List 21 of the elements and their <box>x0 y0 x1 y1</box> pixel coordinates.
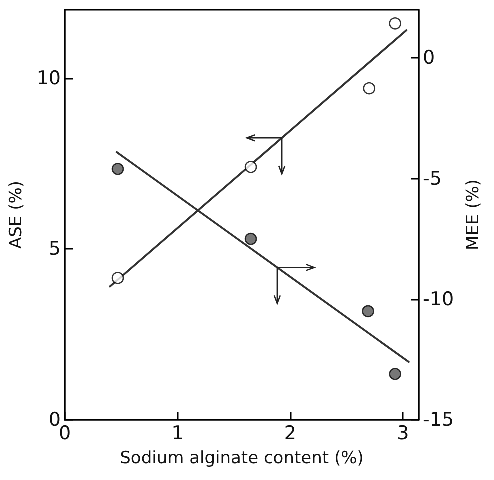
point <box>362 305 374 318</box>
x-tick-label: 1 <box>172 422 184 444</box>
point <box>389 18 402 30</box>
y2-tick-label: -10 <box>423 288 454 310</box>
x-axis-title: Sodium alginate content (%) <box>120 448 364 468</box>
y-tick-label: 0 <box>48 409 61 431</box>
point <box>363 82 376 95</box>
point <box>244 161 258 174</box>
y2-tick-label: -15 <box>423 409 454 431</box>
x-tick-label: 3 <box>397 422 410 444</box>
y2-tick-label: 0 <box>423 47 436 70</box>
point <box>112 163 124 176</box>
point <box>244 232 258 246</box>
y-tick-label: 5 <box>48 238 61 260</box>
y-tick-label: 10 <box>36 67 61 90</box>
y2-axis-title: MEE (%) <box>463 180 484 250</box>
point <box>112 272 124 284</box>
y-axis-title: ASE (%) <box>6 181 26 249</box>
x-tick-label: 2 <box>284 422 297 444</box>
point <box>389 368 402 380</box>
y2-tick-label: -5 <box>423 168 442 190</box>
